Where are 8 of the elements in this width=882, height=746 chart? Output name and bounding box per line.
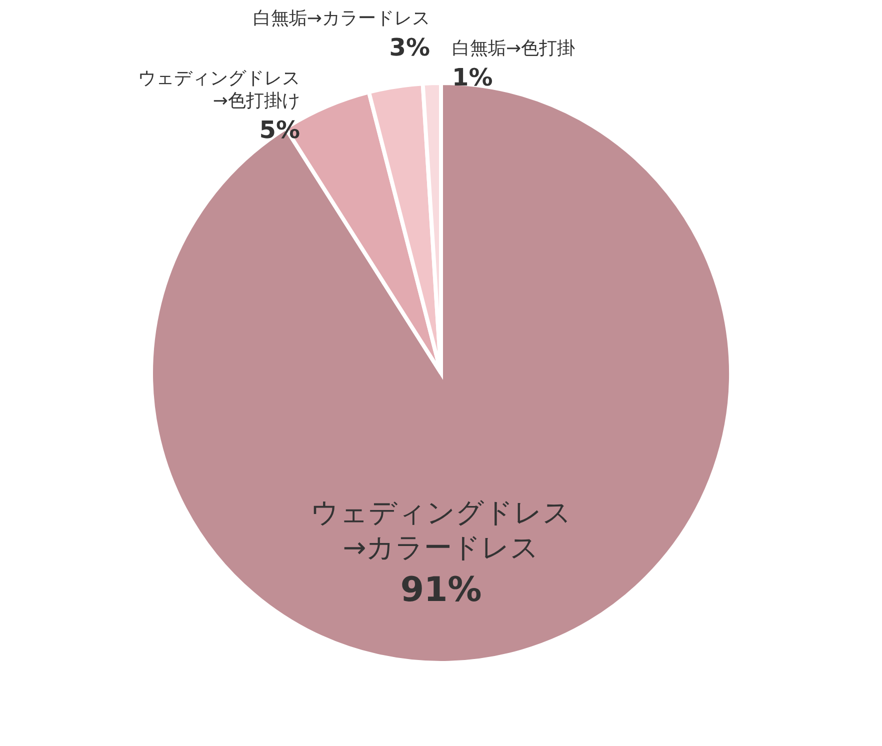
slice-label: ウェディングドレス →カラードレス — [310, 496, 572, 564]
slice-label: 白無垢→色打掛 — [452, 38, 576, 59]
data-label: 91% — [400, 570, 482, 610]
data-label: 1% — [452, 64, 493, 92]
data-label: 5% — [259, 116, 300, 144]
slice-label: 白無垢→カラードレス — [252, 8, 430, 29]
slice-label: ウェディングドレス →色打掛け — [138, 68, 300, 112]
data-label: 3% — [389, 34, 430, 62]
